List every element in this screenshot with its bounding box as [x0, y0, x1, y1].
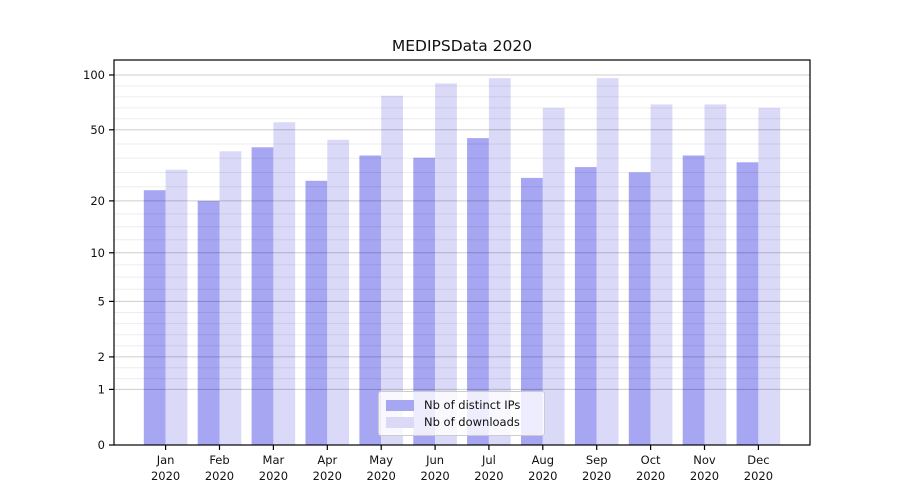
x-tick-label-year: 2020: [690, 469, 719, 483]
legend: Nb of distinct IPs Nb of downloads: [378, 391, 545, 436]
x-tick-label-year: 2020: [367, 469, 396, 483]
y-tick-label: 0: [98, 438, 105, 452]
bar-ips-nov: [682, 155, 705, 445]
x-tick-label-month: Oct: [641, 453, 661, 467]
x-tick-label-year: 2020: [151, 469, 180, 483]
bar-downloads-sep: [596, 78, 619, 445]
x-tick-label-year: 2020: [205, 469, 234, 483]
x-tick-label-year: 2020: [582, 469, 611, 483]
x-tick-label-year: 2020: [313, 469, 342, 483]
x-tick-label-year: 2020: [636, 469, 665, 483]
bar-ips-jan: [143, 190, 166, 445]
bar-downloads-may: [381, 95, 403, 445]
legend-item-distinct-ips: Nb of distinct IPs: [386, 398, 536, 413]
x-tick-label-month: Feb: [209, 453, 229, 467]
bar-downloads-apr: [327, 139, 350, 446]
bar-downloads-aug: [542, 107, 565, 446]
x-tick-label-month: Apr: [317, 453, 337, 467]
y-tick-label: 100: [83, 68, 105, 82]
legend-swatch-downloads-icon: [386, 417, 414, 428]
y-tick-label: 50: [90, 123, 105, 137]
x-tick-label-month: May: [369, 453, 393, 467]
bar-downloads-jun: [435, 83, 457, 446]
x-tick-label-year: 2020: [259, 469, 288, 483]
x-tick-label-year: 2020: [528, 469, 557, 483]
x-tick-label-year: 2020: [420, 469, 449, 483]
x-tick-label-month: Jun: [425, 453, 444, 467]
bar-ips-jul: [467, 138, 489, 445]
y-tick-label: 5: [98, 294, 105, 308]
bar-downloads-feb: [219, 151, 242, 446]
bar-downloads-jan: [165, 169, 188, 445]
bar-ips-apr: [305, 180, 328, 446]
x-tick-label-year: 2020: [474, 469, 503, 483]
bar-ips-aug: [521, 177, 543, 445]
bar-ips-feb: [197, 200, 220, 445]
bar-ips-oct: [628, 172, 651, 446]
chart-title: MEDIPSData 2020: [391, 37, 533, 55]
x-tick-label-month: Jan: [156, 453, 175, 467]
legend-label-downloads: Nb of downloads: [424, 414, 520, 429]
bar-downloads-jul: [488, 78, 511, 445]
x-tick-label-month: Sep: [586, 453, 608, 467]
x-tick-label-month: Jul: [481, 453, 496, 467]
legend-label-distinct-ips: Nb of distinct IPs: [424, 397, 521, 412]
legend-swatch-distinct-ips-icon: [386, 400, 414, 411]
y-tick-label: 1: [98, 382, 105, 396]
bar-downloads-mar: [273, 122, 296, 446]
x-tick-label-year: 2020: [744, 469, 773, 483]
x-tick-label-month: Mar: [263, 453, 285, 467]
bar-ips-dec: [736, 162, 759, 446]
y-tick-label: 20: [90, 194, 105, 208]
legend-item-downloads: Nb of downloads: [386, 415, 536, 430]
x-tick-label-month: Aug: [532, 453, 554, 467]
x-tick-label-month: Dec: [747, 453, 769, 467]
bar-ips-mar: [251, 147, 274, 446]
x-tick-label-month: Nov: [693, 453, 716, 467]
y-tick-label: 10: [90, 246, 105, 260]
bar-ips-may: [359, 155, 382, 445]
bar-ips-jun: [413, 157, 436, 445]
bar-ips-sep: [574, 167, 597, 445]
y-tick-label: 2: [98, 350, 105, 364]
bar-downloads-dec: [758, 107, 781, 446]
bar-downloads-nov: [704, 104, 727, 446]
bar-downloads-oct: [650, 104, 673, 446]
